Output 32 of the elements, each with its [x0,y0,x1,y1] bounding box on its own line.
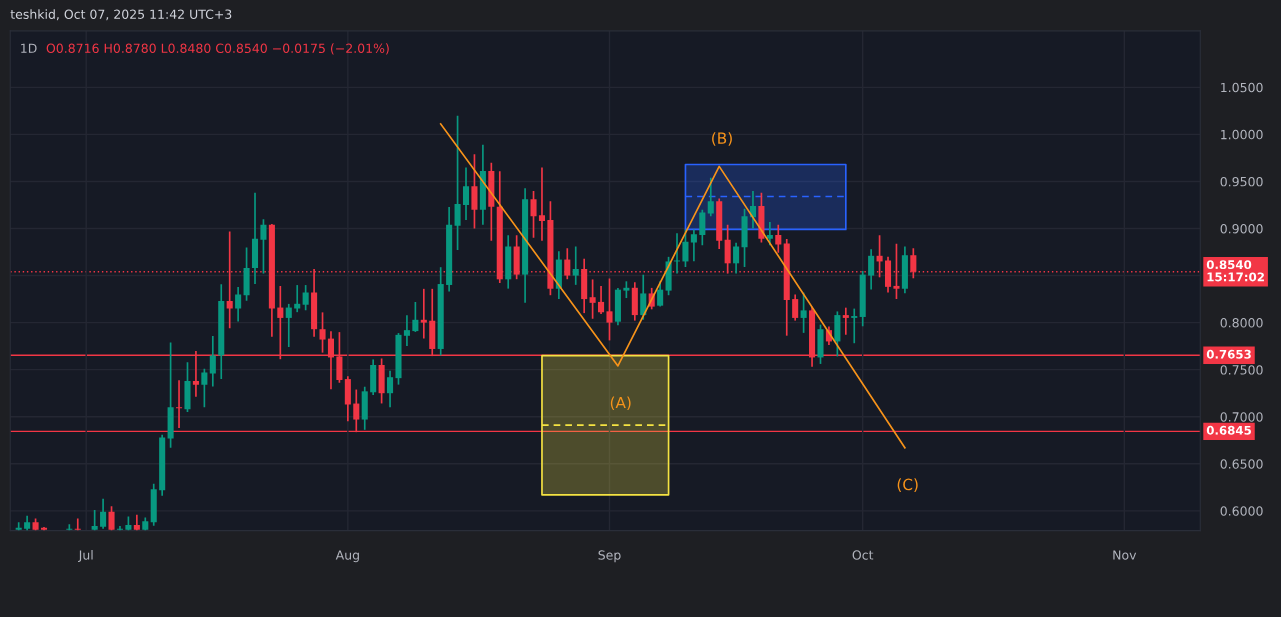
candlestick [606,278,613,341]
y-tick-label: 0.7500 [1220,365,1263,375]
candlestick [817,324,824,364]
y-tick-label: 0.7000 [1220,412,1263,422]
candlestick [108,506,115,531]
x-tick-label: Jul [78,550,93,563]
y-tick-label: 1.0500 [1221,82,1263,93]
annotation: (C) [897,478,918,492]
candlestick [741,208,748,267]
candlestick [395,333,402,385]
x-tick-label: Aug [335,550,359,563]
text: O0.8716 H0.8780 L0.8480 C0.8540 −0.0175 (−2.01%) [46,43,389,55]
x-tick-label: Nov [1113,550,1137,560]
ref-line-label: 0.7653 [1206,349,1251,359]
y-tick-label: 0.9500 [1220,176,1263,187]
y-tick-label: 0.6000 [1220,506,1263,516]
line-series [439,123,906,449]
ref-line-label: 0.6845 [1206,425,1251,435]
candlestick [319,312,326,353]
candlestick [184,362,191,412]
text: 1D [21,43,37,53]
annotation: (B) [712,132,732,146]
x-tick-label: Sep [598,550,621,563]
y-tick-label: 0.8000 [1220,318,1263,328]
y-tick-label: 1.0000 [1221,129,1263,140]
y-tick-label: 0.6500 [1220,459,1263,469]
x-tick-label: Oct [852,550,874,560]
y-tick-label: 0.9000 [1220,223,1263,234]
text: teshkid, Oct 07, 2025 11:42 UTC+3 [10,9,232,21]
annotation: (A) [610,396,631,411]
ref-line-label: 0.8540 15:17:02 [1206,260,1264,282]
candlestick [530,190,537,238]
